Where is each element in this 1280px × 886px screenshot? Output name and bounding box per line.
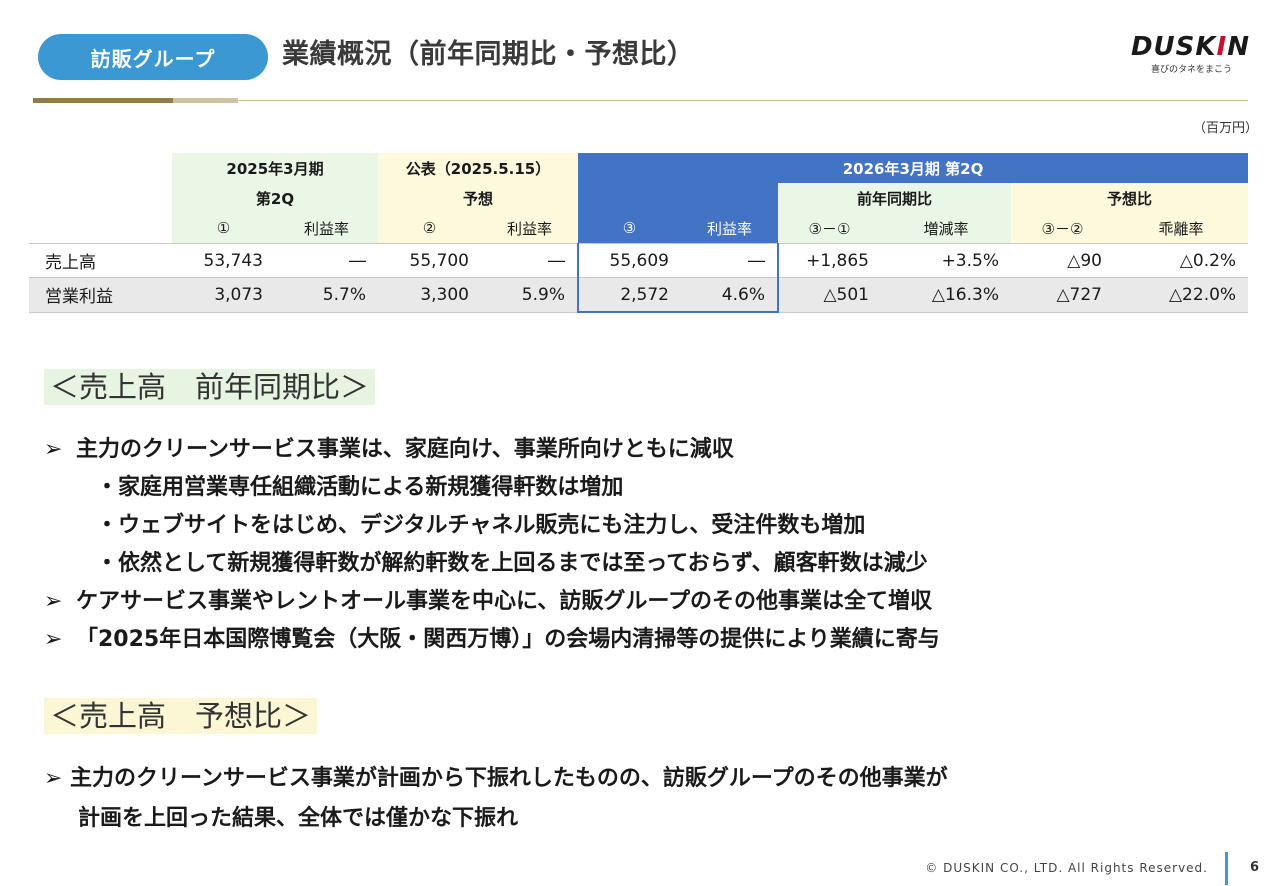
col-header: 利益率: [481, 213, 578, 244]
header-forecast: 公表（2025.5.15）: [378, 153, 578, 183]
header-fy2025: 2025年3月期: [172, 153, 378, 183]
table-cell: 2,572: [577, 277, 681, 313]
row-label: 売上高: [29, 243, 172, 278]
copyright: © DUSKIN CO., LTD. All Rights Reserved.: [925, 861, 1208, 875]
col-header: ②: [378, 213, 481, 244]
col-header: 利益率: [681, 213, 778, 244]
col-header: ③－②: [1011, 213, 1114, 244]
table-cell: 55,609: [577, 243, 681, 278]
footer-divider: [1225, 852, 1228, 885]
logo-tagline: 喜びのタネをまこう: [1150, 65, 1232, 75]
table-cell: ―: [275, 243, 378, 278]
table-cell: △22.0%: [1114, 277, 1249, 313]
table-corner: [29, 213, 172, 244]
header-rule: [238, 100, 1248, 101]
col-header: ③－①: [778, 213, 881, 244]
section-label: 訪販グループ: [38, 34, 268, 80]
table-cell: △0.2%: [1114, 243, 1249, 278]
col-header: 利益率: [275, 213, 378, 244]
table-cell: 55,700: [378, 243, 481, 278]
subheader-q2: 第2Q: [172, 183, 378, 213]
header-rule-accent: [33, 98, 173, 103]
table-cell: 4.6%: [681, 277, 779, 313]
header-rule-mid: [173, 98, 238, 103]
table-cell: +1,865: [778, 243, 881, 278]
table-cell: △90: [1011, 243, 1114, 278]
header-fy2026: 2026年3月期 第2Q: [578, 153, 1249, 183]
subheader-forecast: 予想: [378, 183, 578, 213]
duskin-logo: DUSKIN 喜びのタネをまこう: [1130, 32, 1250, 75]
results-table: 2025年3月期 公表（2025.5.15） 2026年3月期 第2Q 第2Q …: [29, 153, 1249, 313]
table-cell: △501: [778, 277, 881, 313]
col-header: 乖離率: [1114, 213, 1249, 244]
section-heading-vs-forecast: ＜売上高 予想比＞: [44, 698, 318, 734]
table-corner: [29, 183, 172, 213]
table-row-sales: 売上高 53,743 ― 55,700 ― 55,609 ― +1,865 +3…: [29, 243, 1249, 278]
bullet-item: ➢ 「2025年日本国際博覧会（大阪・関西万博）」の会場内清掃等の提供により業績に…: [44, 625, 940, 655]
bullet-arrow-icon: ➢: [44, 766, 63, 791]
bullet-arrow-icon: ➢: [44, 589, 63, 614]
table-row-operating-income: 営業利益 3,073 5.7% 3,300 5.9% 2,572 4.6% △5…: [29, 277, 1249, 313]
col-header: ①: [172, 213, 275, 244]
table-cell: 3,073: [172, 277, 275, 313]
table-cell: △727: [1011, 277, 1114, 313]
col-header: 増減率: [881, 213, 1011, 244]
row-label: 営業利益: [29, 277, 172, 313]
bullet-arrow-icon: ➢: [44, 437, 63, 462]
subheader-vs-forecast: 予想比: [1011, 183, 1249, 213]
table-cell: 3,300: [378, 277, 481, 313]
section-heading-yoy: ＜売上高 前年同期比＞: [44, 369, 376, 405]
subheader-yoy: 前年同期比: [778, 183, 1011, 213]
table-cell: ―: [681, 243, 779, 278]
page-number: 6: [1250, 860, 1260, 875]
bullet-arrow-icon: ➢: [44, 627, 63, 652]
table-cell: 53,743: [172, 243, 275, 278]
subheader-blank: [578, 183, 778, 213]
table-cell: △16.3%: [881, 277, 1011, 313]
bullet-item: ➢ ケアサービス事業やレントオール事業を中心に、訪販グループのその他事業は全て増収: [44, 587, 932, 617]
col-header: ③: [578, 213, 681, 244]
bullet-item: ➢ 主力のクリーンサービス事業は、家庭向け、事業所向けともに減収: [44, 435, 734, 465]
table-cell: 5.7%: [275, 277, 378, 313]
table-cell: +3.5%: [881, 243, 1011, 278]
table-cell: ―: [481, 243, 578, 278]
bullet-continuation: 計画を上回った結果、全体では僅かな下振れ: [78, 806, 519, 831]
sub-bullet-item: ・家庭用営業専任組織活動による新規獲得軒数は増加: [96, 475, 624, 500]
page-title: 業績概況（前年同期比・予想比）: [282, 39, 695, 70]
logo-wordmark: DUSKIN: [1130, 32, 1250, 62]
bullet-item: ➢ 主力のクリーンサービス事業が計画から下振れしたものの、訪販グループのその他事業…: [44, 764, 948, 794]
table-cell: 5.9%: [481, 277, 578, 313]
table-corner: [29, 153, 172, 183]
unit-label: （百万円）: [1192, 121, 1258, 136]
sub-bullet-item: ・ウェブサイトをはじめ、デジタルチャネル販売にも注力し、受注件数も増加: [96, 513, 866, 538]
sub-bullet-item: ・依然として新規獲得軒数が解約軒数を上回るまでは至っておらず、顧客軒数は減少: [96, 551, 928, 576]
